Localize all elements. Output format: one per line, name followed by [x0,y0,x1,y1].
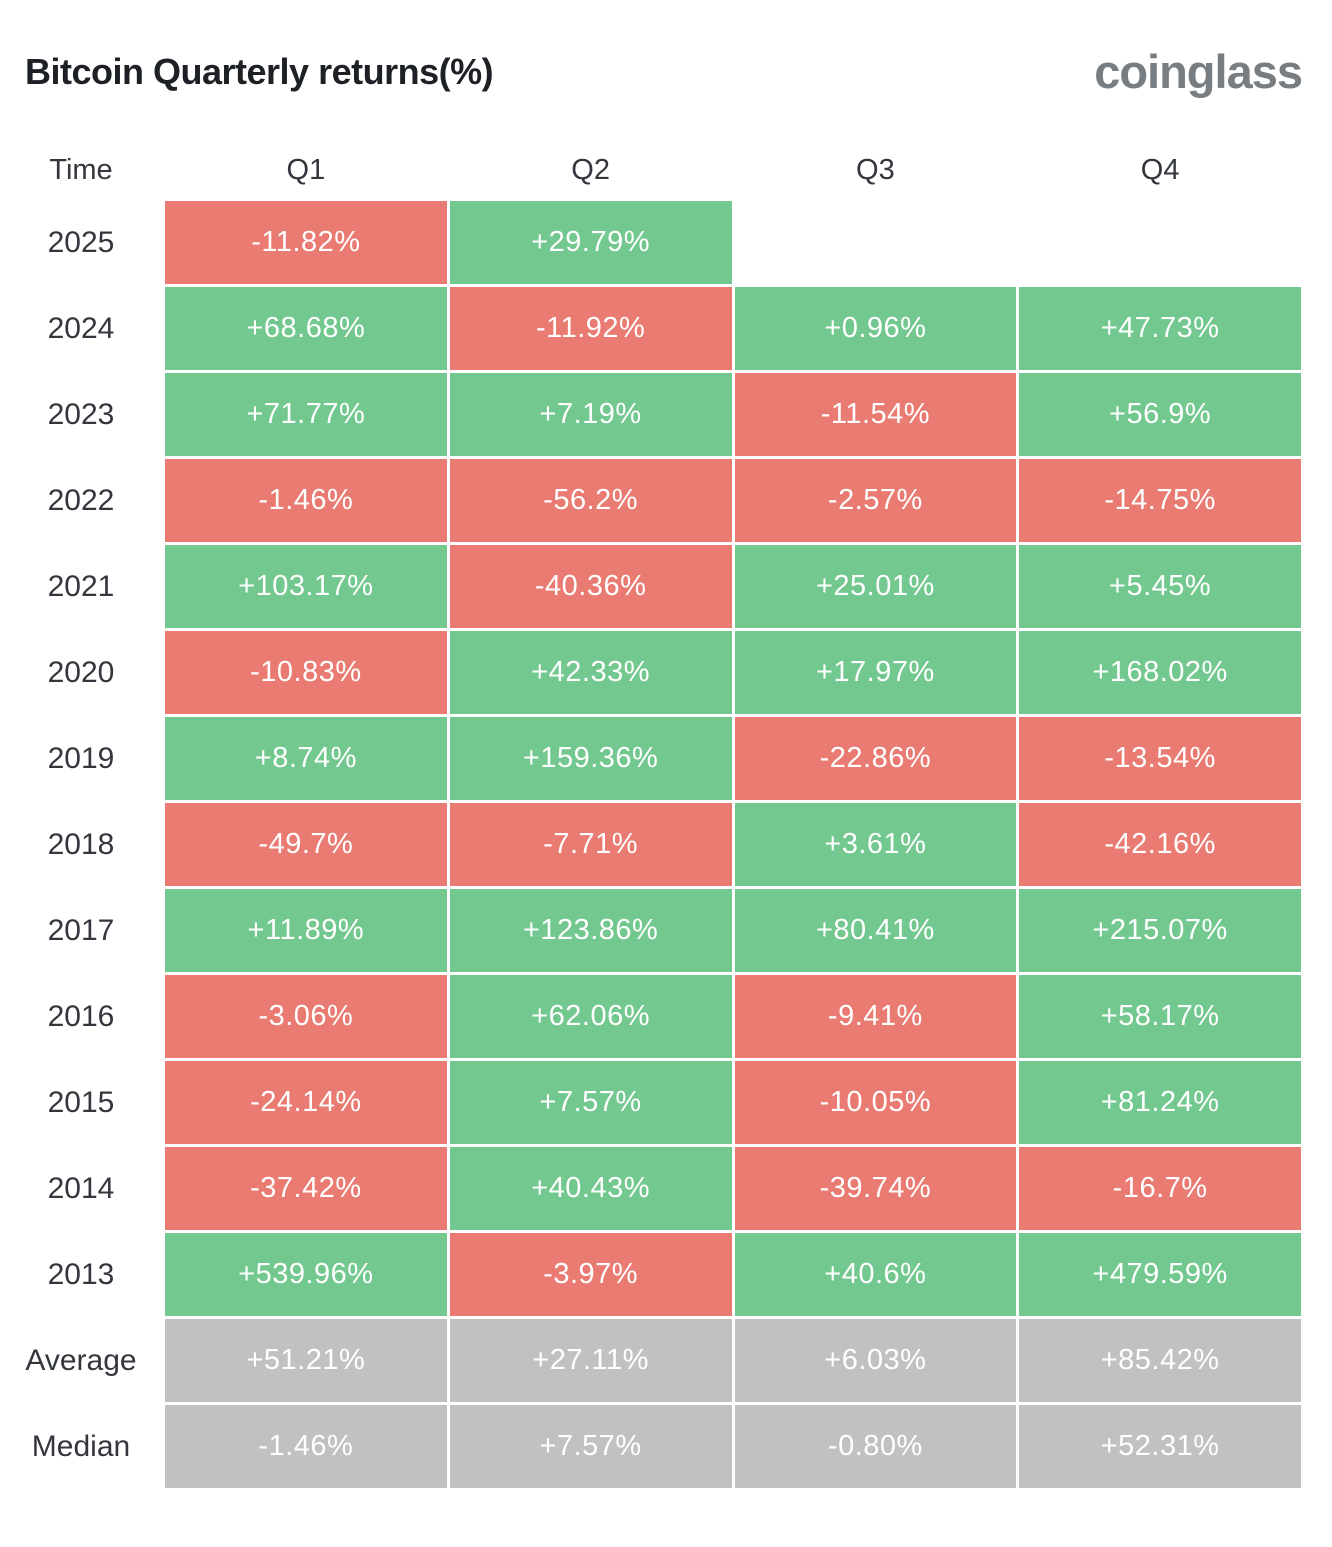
table-header-row: Time Q1 Q2 Q3 Q4 [0,141,1301,199]
return-cell: +40.6% [734,1233,1017,1316]
row-label: 2018 [0,803,162,886]
return-cell: +25.01% [734,545,1017,628]
return-cell: -7.71% [449,803,732,886]
return-cell: +123.86% [449,889,732,972]
return-cell: +62.06% [449,975,732,1058]
return-cell: -1.46% [165,459,447,542]
return-cell: +215.07% [1019,889,1301,972]
return-cell: -13.54% [1019,717,1301,800]
return-cell: -9.41% [734,975,1017,1058]
return-cell: -40.36% [449,545,732,628]
return-cell: +52.31% [1019,1405,1301,1488]
return-cell: +479.59% [1019,1233,1301,1316]
return-cell: +85.42% [1019,1319,1301,1402]
return-cell: +168.02% [1019,631,1301,714]
return-cell: +68.68% [165,287,447,370]
coinglass-logo: coinglass [1094,45,1303,98]
row-label: 2016 [0,975,162,1058]
row-label: 2013 [0,1233,162,1316]
row-label: 2022 [0,459,162,542]
row-label: 2014 [0,1147,162,1230]
return-cell: +11.89% [165,889,447,972]
column-header-q1: Q1 [286,153,326,186]
return-cell: -2.57% [734,459,1017,542]
return-cell: +58.17% [1019,975,1301,1058]
return-cell: +81.24% [1019,1061,1301,1144]
empty-cell [735,201,1017,284]
return-cell: -11.82% [165,201,447,284]
return-cell: +17.97% [734,631,1017,714]
return-cell: -10.05% [734,1061,1017,1144]
row-label: 2025 [0,201,162,284]
return-cell: +159.36% [449,717,732,800]
row-label: Average [0,1319,162,1402]
return-cell: -1.46% [165,1405,447,1488]
return-cell: -3.06% [165,975,447,1058]
return-cell: +42.33% [449,631,732,714]
return-cell: -56.2% [449,459,732,542]
return-cell: +80.41% [734,889,1017,972]
return-cell: +47.73% [1019,287,1301,370]
return-cell: -24.14% [165,1061,447,1144]
column-header-q4: Q4 [1140,153,1180,186]
return-cell: +7.19% [449,373,732,456]
return-cell: +3.61% [734,803,1017,886]
row-label: 2020 [0,631,162,714]
topbar: Bitcoin Quarterly returns(%) coinglass [0,0,1332,99]
return-cell: +5.45% [1019,545,1301,628]
return-cell: -39.74% [734,1147,1017,1230]
return-cell: -11.54% [734,373,1017,456]
column-header-q3: Q3 [856,153,895,186]
return-cell: +40.43% [449,1147,732,1230]
return-cell: -0.80% [734,1405,1017,1488]
return-cell: +71.77% [165,373,447,456]
return-cell: +6.03% [734,1319,1017,1402]
return-cell: -10.83% [165,631,447,714]
return-cell: -22.86% [734,717,1017,800]
row-label: 2021 [0,545,162,628]
return-cell: +8.74% [165,717,447,800]
return-cell: +539.96% [165,1233,447,1316]
return-cell: +7.57% [449,1405,732,1488]
row-label: 2024 [0,287,162,370]
return-cell: +7.57% [449,1061,732,1144]
return-cell: -37.42% [165,1147,447,1230]
return-cell: -14.75% [1019,459,1301,542]
return-cell: +0.96% [734,287,1017,370]
row-label: Median [0,1405,162,1488]
column-header-q2: Q2 [571,153,610,186]
return-cell: -42.16% [1019,803,1301,886]
return-cell: +27.11% [449,1319,732,1402]
return-cell: +29.79% [449,201,732,284]
page-title: Bitcoin Quarterly returns(%) [25,50,494,92]
row-label: 2017 [0,889,162,972]
return-cell: -49.7% [165,803,447,886]
column-header-time: Time [49,153,113,186]
row-label: 2023 [0,373,162,456]
row-label: 2015 [0,1061,162,1144]
return-cell: +51.21% [165,1319,447,1402]
return-cell: -16.7% [1019,1147,1301,1230]
row-label: 2019 [0,717,162,800]
returns-table-body: 2025 -11.82% +29.79% 2024 +68.68% -11.92% +0.9… [0,201,1301,1488]
return-cell: +56.9% [1019,373,1301,456]
empty-cell [1019,201,1301,284]
return-cell: -3.97% [449,1233,732,1316]
return-cell: -11.92% [449,287,732,370]
return-cell: +103.17% [165,545,447,628]
